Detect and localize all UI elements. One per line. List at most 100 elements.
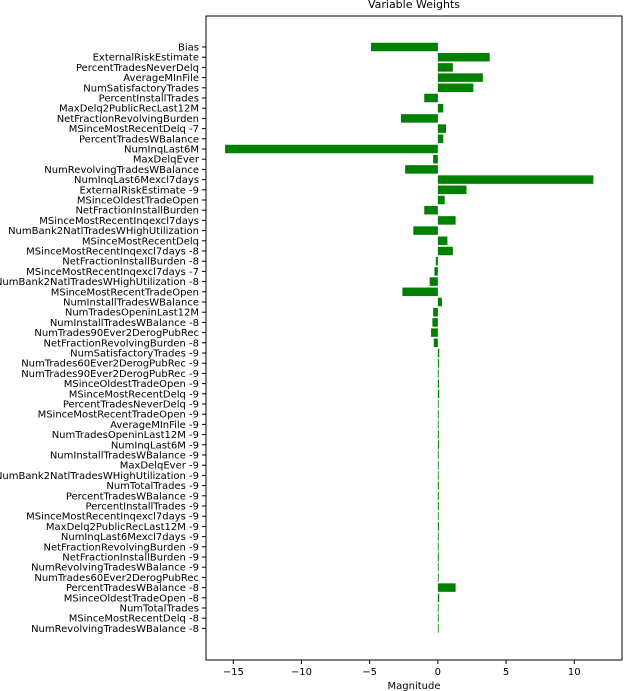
y-tick-label: NetFractionRevolvingBurden -9 <box>44 542 199 553</box>
bar <box>437 63 453 72</box>
y-tick-label: MSinceMostRecentInqexcl7days -8 <box>26 247 199 258</box>
bar <box>402 287 438 297</box>
y-tick-label: PercentTradesWBalance -9 <box>66 491 199 502</box>
y-axis-ticks: BiasExternalRiskEstimatePercentTradesNev… <box>0 43 206 635</box>
bar <box>225 144 438 154</box>
y-tick-label: NumBank2NatlTradesWHighUtilization <box>8 226 199 237</box>
bar <box>437 522 439 531</box>
bars-layer <box>225 42 594 633</box>
bar <box>437 297 442 307</box>
y-tick-label: NumTrades60Ever2DerogPubRec <box>34 573 199 584</box>
y-tick-label: AverageMInFile <box>123 73 199 84</box>
y-tick-label: NumInstallTradesWBalance -9 <box>50 451 199 462</box>
bar <box>371 42 438 52</box>
bar <box>433 338 438 348</box>
bar <box>437 491 439 501</box>
bar <box>437 52 490 62</box>
x-tick-label: −10 <box>291 667 312 678</box>
bar <box>437 613 439 623</box>
y-tick-label: PercentTradesWBalance <box>79 134 199 145</box>
bar <box>437 399 439 409</box>
y-tick-label: MSinceMostRecentTradeOpen -9 <box>38 410 199 421</box>
y-tick-label: PercentTradesWBalance -8 <box>66 583 199 594</box>
bar <box>434 267 438 276</box>
y-tick-label: NumInqLast6Mexcl7days <box>74 175 199 186</box>
y-tick-label: MSinceMostRecentDelq <box>82 236 199 247</box>
bar <box>437 236 448 246</box>
bar <box>437 134 444 144</box>
y-tick-label: NumRevolvingTradesWBalance -9 <box>31 563 199 574</box>
x-axis-ticks: −15 −10 −5 0 5 10 <box>223 660 581 678</box>
y-tick-label: MSinceMostRecentInqexcl7days -9 <box>26 512 199 523</box>
y-tick-label: NumInstallTradesWBalance <box>63 298 199 309</box>
y-tick-label: PercentTradesNeverDelq <box>76 63 199 74</box>
bar <box>437 501 439 511</box>
bar <box>437 124 447 133</box>
bar <box>437 542 439 552</box>
bar <box>437 216 456 225</box>
y-tick-label: AverageMInFile -9 <box>110 420 199 431</box>
y-tick-label: MaxDelqEver <box>133 155 200 166</box>
bar <box>405 165 438 174</box>
bar <box>437 103 444 113</box>
bar <box>437 624 439 633</box>
y-tick-label: NumBank2NatlTradesWHighUtilization -8 <box>0 277 199 288</box>
bar <box>437 246 453 256</box>
y-tick-label: NumTotalTrades -9 <box>106 481 199 492</box>
y-tick-label: NumInqLast6M <box>124 145 199 156</box>
y-tick-label: MSinceMostRecentInqexcl7days <box>39 216 199 227</box>
y-tick-label: NumTradesOpeninLast12M -9 <box>52 430 199 441</box>
bar <box>437 430 439 439</box>
bar <box>437 603 439 613</box>
bar <box>437 552 439 562</box>
bar <box>437 73 483 82</box>
y-tick-label: MSinceMostRecentTradeOpen <box>51 287 199 298</box>
y-tick-label: NumInstallTradesWBalance -8 <box>50 318 199 329</box>
y-tick-label: MaxDelq2PublicRecLast12M -9 <box>46 522 199 533</box>
y-tick-label: NetFractionInstallBurden -9 <box>62 553 199 564</box>
y-tick-label: MSinceMostRecentDelq -9 <box>69 389 199 400</box>
y-tick-label: NumBank2NatlTradesWHighUtilization -9 <box>0 471 199 482</box>
y-tick-label: NumTradesOpeninLast12M <box>65 308 199 319</box>
bar <box>437 471 439 480</box>
bar <box>437 389 440 399</box>
bar <box>437 583 456 592</box>
y-tick-label: NetFractionRevolvingBurden <box>57 114 199 125</box>
y-tick-label: MSinceMostRecentDelq -7 <box>69 124 199 135</box>
bar <box>437 175 594 184</box>
y-tick-label: NumTrades90Ever2DerogPubRec -9 <box>21 369 199 380</box>
plot-frame <box>205 15 623 661</box>
y-tick-label: NumRevolvingTradesWBalance <box>44 165 199 176</box>
y-tick-label: MaxDelqEver -9 <box>120 461 199 472</box>
bar <box>401 114 438 123</box>
x-axis-title: Magnitude <box>388 681 441 691</box>
y-tick-label: MSinceOldestTradeOpen -9 <box>64 379 199 390</box>
bar <box>437 460 439 470</box>
y-tick-label: MSinceMostRecentInqexcl7days -7 <box>26 267 199 278</box>
bar <box>424 205 438 215</box>
y-tick-label: MSinceOldestTradeOpen <box>77 196 199 207</box>
y-tick-label: PercentInstallTrades <box>99 94 199 105</box>
bar <box>437 562 439 572</box>
bar <box>437 450 439 460</box>
bar <box>437 348 440 358</box>
bar <box>437 379 439 388</box>
y-tick-label: NetFractionInstallBurden <box>75 206 199 217</box>
y-tick-label: NumInqLast6Mexcl7days -9 <box>61 532 199 543</box>
bar <box>437 358 439 368</box>
bar <box>435 256 438 266</box>
y-tick-label: NumInqLast6M -9 <box>111 440 199 451</box>
y-tick-label: NumSatisfactoryTrades <box>83 83 199 94</box>
y-tick-label: PercentTradesNeverDelq -9 <box>63 400 199 411</box>
y-tick-label: NumTotalTrades <box>119 604 199 615</box>
bar <box>429 277 438 286</box>
bar <box>437 573 439 582</box>
bar <box>437 195 445 205</box>
bar <box>433 154 438 164</box>
bar <box>437 511 439 521</box>
bar <box>433 307 438 317</box>
bar <box>437 420 439 429</box>
x-tick-label: −15 <box>223 667 244 678</box>
y-tick-label: MaxDelq2PublicRecLast12M <box>59 104 199 115</box>
